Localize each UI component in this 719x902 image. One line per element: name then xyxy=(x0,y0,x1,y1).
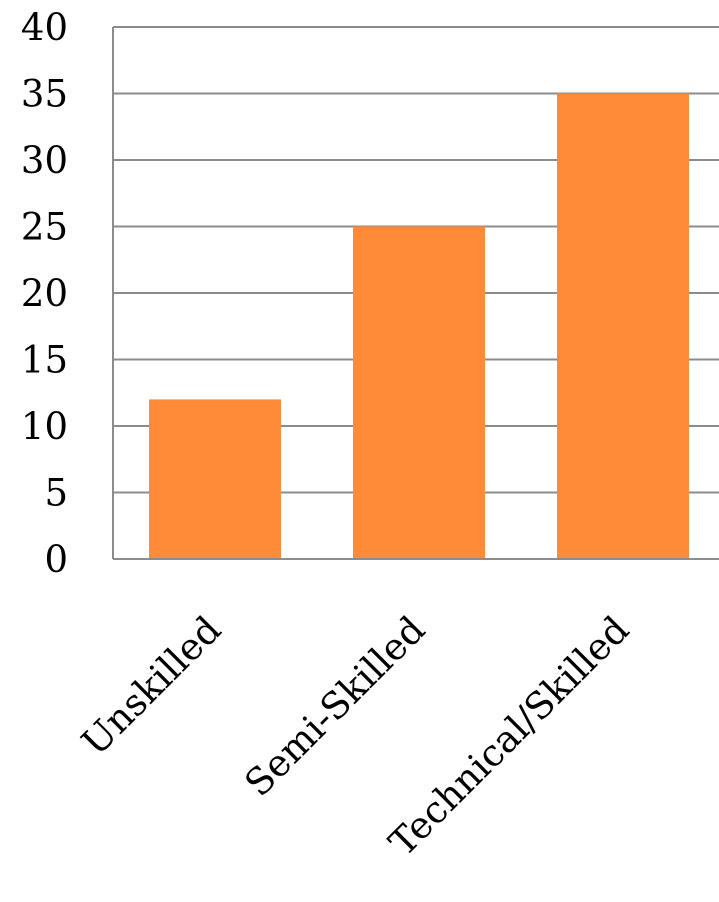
y-tick-label: 10 xyxy=(21,405,68,448)
x-category-label: Semi-Skilled xyxy=(236,608,433,805)
axes xyxy=(112,27,719,560)
y-tick-label: 20 xyxy=(21,272,68,315)
bar-technical-skilled xyxy=(557,93,689,559)
bar-unskilled xyxy=(149,399,281,559)
y-tick-label: 0 xyxy=(44,538,68,581)
y-tick-label: 40 xyxy=(21,6,68,49)
x-category-label: Unskilled xyxy=(73,608,229,764)
bars xyxy=(149,93,689,559)
y-tick-label: 35 xyxy=(21,73,68,116)
y-tick-labels: 0 5 10 15 20 25 30 35 40 xyxy=(21,6,68,581)
y-tick-label: 5 xyxy=(44,472,68,515)
y-tick-label: 15 xyxy=(21,339,68,382)
y-tick-label: 30 xyxy=(21,139,68,182)
bar-semi-skilled xyxy=(353,226,485,559)
y-tick-label: 25 xyxy=(21,206,68,249)
